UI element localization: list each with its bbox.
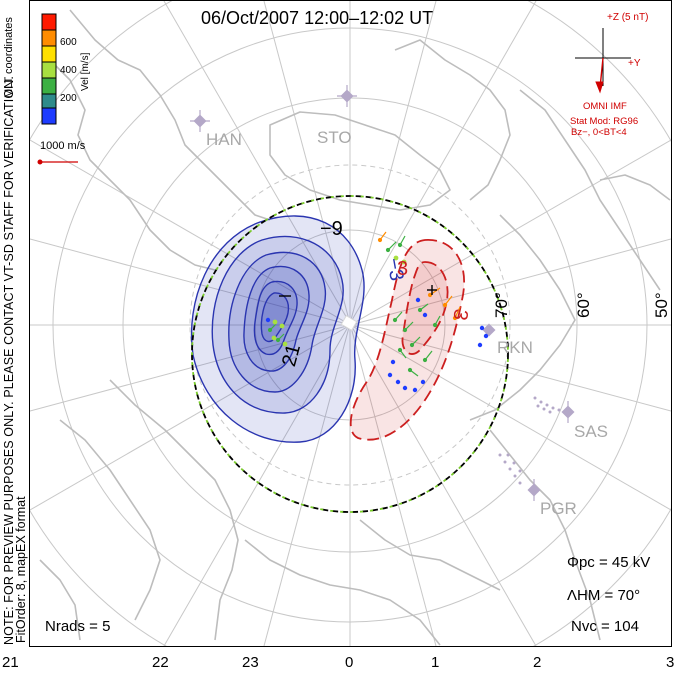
mlt-tick-22: 22 [152,654,169,671]
scale-vector-arrow [37,159,78,165]
imf-z-label: +Z (5 nT) [607,12,649,23]
mlt-tick-2: 2 [533,654,542,671]
color-bar-swatch [41,61,57,79]
station-label-sas: SAS [574,422,609,441]
mlt-tick-21: 21 [2,654,19,671]
mlt-tick-0: 0 [345,654,354,671]
latitude-label-70: 70° [492,292,511,318]
map-frame [29,0,672,647]
color-bar-swatch [41,29,57,47]
color-bar-tick-200: 200 [60,93,77,104]
imf-source: OMNI IMF [583,101,627,112]
lambda-hm-text: ΛHM = 70° [567,587,641,604]
latitude-label-50: 50° [652,292,671,318]
negative-cell [190,215,365,443]
color-bar-swatch [41,13,57,31]
color-bar-swatch [41,107,57,125]
color-bar-unit-label: Vel [m/s] [80,52,91,91]
contour-label-neg9: −9 [320,218,343,240]
radar-count: Nrads = 5 [45,618,110,635]
color-bar-tick-600: 600 [60,37,77,48]
station-label-pgr: PGR [540,499,577,518]
station-label-sto: STO [317,128,352,147]
velocity-color-bar [41,13,57,125]
mlt-tick-3: 3 [666,654,675,671]
color-bar-tick-400: 400 [60,65,77,76]
velocity-vectors [265,231,489,393]
imf-y-label: +Y [628,58,641,69]
color-bar-swatch [41,45,57,63]
cell-extremum-markers [279,285,437,297]
station-markers [190,85,575,501]
contour-label-3a: 3 [397,258,409,280]
color-bar-swatch [41,93,57,109]
coastlines [39,9,671,646]
color-bar-swatch [41,77,57,95]
hm-latitude: ΛHM = 70° [567,587,640,604]
scale-vector-label: 1000 m/s [40,140,86,152]
n-rads-text: Nrads = 5 [45,618,111,635]
imf-dial [575,28,631,94]
imf-model: Stat Mod: RG96 [570,116,639,127]
coordinate-system-label: MLT coordinates [3,17,15,98]
station-label-rkn: RKN [497,338,533,357]
fit-order-note: FitOrder: 8, mapEX format [14,496,28,643]
imf-condition: Bz−, 0<BT<4 [571,127,627,138]
mlt-tick-23: 23 [242,654,259,671]
vector-count: Nvc = 104 [571,618,639,635]
phi-pc-text: Φpc = 45 kV [567,554,651,571]
n-vc-text: Nvc = 104 [571,618,639,635]
radar-fov-dots [498,396,561,485]
latitude-label-60: 60° [574,292,593,318]
station-label-han: HAN [206,130,242,149]
map-title: 06/Oct/2007 12:00–12:02 UT [201,8,434,28]
pole-marker [340,314,358,332]
mlt-tick-1: 1 [431,654,440,671]
cross-polar-potential: Φpc = 45 kV [567,554,650,571]
heppner-maynard-boundary [191,195,509,513]
